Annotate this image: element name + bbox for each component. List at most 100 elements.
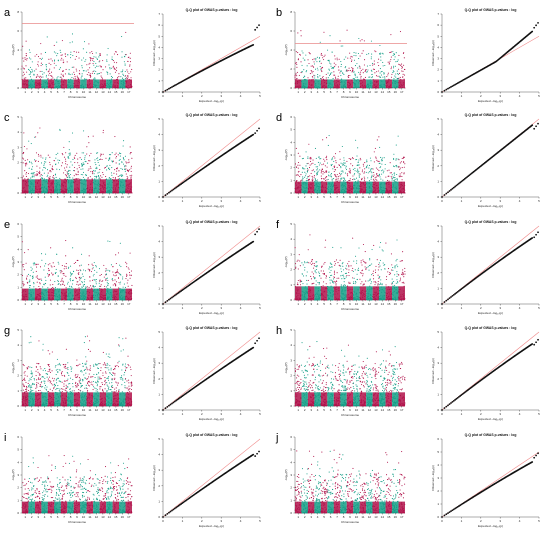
snp-point	[25, 40, 27, 42]
snp-point	[68, 177, 70, 179]
snp-point	[22, 67, 24, 69]
snp-point	[398, 72, 401, 75]
snp-point	[39, 127, 41, 129]
snp-point	[373, 179, 375, 181]
snp-point	[69, 153, 71, 155]
snp-point	[379, 162, 381, 164]
snp-point	[92, 135, 94, 137]
snp-point	[392, 72, 394, 74]
snp-point	[340, 167, 342, 169]
snp-point	[326, 155, 328, 157]
snp-point	[321, 71, 323, 73]
snp-point	[114, 71, 116, 73]
x-tick-label: 6	[330, 195, 332, 199]
snp-point	[37, 160, 39, 162]
snp-point	[365, 167, 367, 169]
snp-point	[307, 176, 310, 178]
x-tick-label: 4	[317, 90, 319, 94]
x-tick-label: 8	[343, 195, 345, 199]
chromosome-points	[352, 139, 361, 194]
snp-point	[392, 178, 394, 180]
snp-point	[362, 72, 364, 74]
snp-dense-band	[60, 179, 68, 193]
snp-dense-band	[372, 181, 380, 193]
snp-point	[124, 166, 126, 168]
snp-point	[42, 63, 44, 66]
snp-point	[25, 77, 27, 79]
snp-point	[381, 163, 383, 165]
snp-point	[127, 76, 129, 78]
snp-point	[358, 176, 360, 178]
snp-dense-band	[47, 179, 55, 193]
snp-point	[22, 283, 24, 285]
snp-point	[118, 73, 120, 75]
snp-point	[359, 74, 361, 76]
snp-point	[68, 69, 70, 71]
snp-point	[393, 67, 395, 69]
y-tick-label: 3	[437, 57, 439, 61]
snp-point	[81, 73, 83, 75]
snp-point	[390, 175, 392, 177]
snp-point	[43, 178, 46, 180]
snp-point	[90, 57, 92, 59]
snp-point	[297, 52, 299, 54]
snp-point	[302, 176, 304, 178]
snp-point	[371, 53, 373, 55]
snp-dense-band	[99, 179, 107, 193]
snp-point	[41, 70, 43, 72]
snp-dense-band	[307, 181, 315, 193]
snp-point	[108, 154, 111, 156]
snp-point	[325, 170, 327, 172]
x-tick-label: 5	[259, 94, 261, 98]
snp-point	[372, 178, 374, 180]
snp-point	[342, 164, 344, 166]
snp-point	[87, 69, 89, 71]
y-axis-label: -log₁₀(P)	[11, 44, 15, 55]
snp-point	[91, 173, 93, 175]
snp-point	[126, 169, 128, 171]
snp-point	[296, 77, 298, 80]
snp-point	[66, 164, 68, 166]
snp-point	[366, 164, 368, 166]
snp-point	[383, 73, 385, 75]
snp-point	[335, 179, 337, 181]
x-tick-label: 6	[57, 195, 59, 199]
snp-point	[313, 61, 315, 63]
snp-point	[310, 163, 313, 165]
snp-point	[302, 180, 304, 182]
snp-point	[45, 66, 47, 68]
snp-dense-band	[340, 181, 347, 193]
snp-point	[128, 169, 130, 171]
qq-point	[162, 196, 164, 198]
chromosome-points	[99, 129, 107, 194]
snp-point	[315, 180, 317, 182]
snp-point	[49, 161, 51, 163]
snp-point	[23, 68, 25, 70]
snp-point	[313, 176, 315, 178]
snp-point	[29, 76, 32, 78]
snp-point	[320, 53, 322, 55]
snp-point	[324, 177, 327, 179]
snp-point	[347, 76, 349, 78]
snp-point	[90, 60, 92, 62]
snp-point	[349, 169, 351, 171]
snp-point	[399, 167, 401, 169]
x-tick-label: 13	[101, 195, 105, 199]
snp-point	[364, 168, 366, 170]
snp-point	[117, 54, 119, 56]
x-tick-label: 13	[374, 195, 378, 199]
snp-point	[380, 178, 382, 180]
snp-point	[340, 60, 342, 63]
snp-point	[57, 53, 59, 55]
qq-point	[443, 89, 446, 92]
snp-point	[66, 61, 68, 63]
snp-point	[349, 178, 351, 180]
snp-point	[68, 153, 70, 155]
snp-point	[122, 69, 124, 71]
snp-point	[338, 164, 340, 166]
snp-point	[65, 160, 67, 162]
snp-point	[121, 168, 123, 170]
snp-point	[50, 71, 53, 73]
snp-point	[39, 170, 41, 172]
